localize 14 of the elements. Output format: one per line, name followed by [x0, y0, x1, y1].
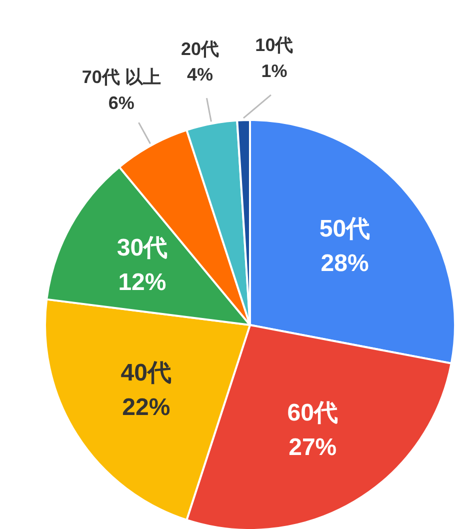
- slice-label: 10代: [255, 35, 294, 56]
- slice-label: 70代 以上: [82, 67, 161, 88]
- slice-label: 20代: [180, 38, 219, 59]
- slice-label: 40代: [120, 360, 172, 387]
- data-label: 12%: [118, 269, 166, 296]
- data-label: 6%: [108, 92, 134, 113]
- slice-label: 30代: [116, 234, 168, 262]
- data-label: 28%: [320, 250, 369, 277]
- slice-label: 60代: [287, 400, 338, 427]
- data-label: 27%: [288, 434, 337, 462]
- data-label: 4%: [186, 64, 213, 85]
- data-label: 1%: [261, 61, 288, 82]
- slice-label: 50代: [319, 215, 370, 242]
- data-label: 22%: [122, 394, 170, 422]
